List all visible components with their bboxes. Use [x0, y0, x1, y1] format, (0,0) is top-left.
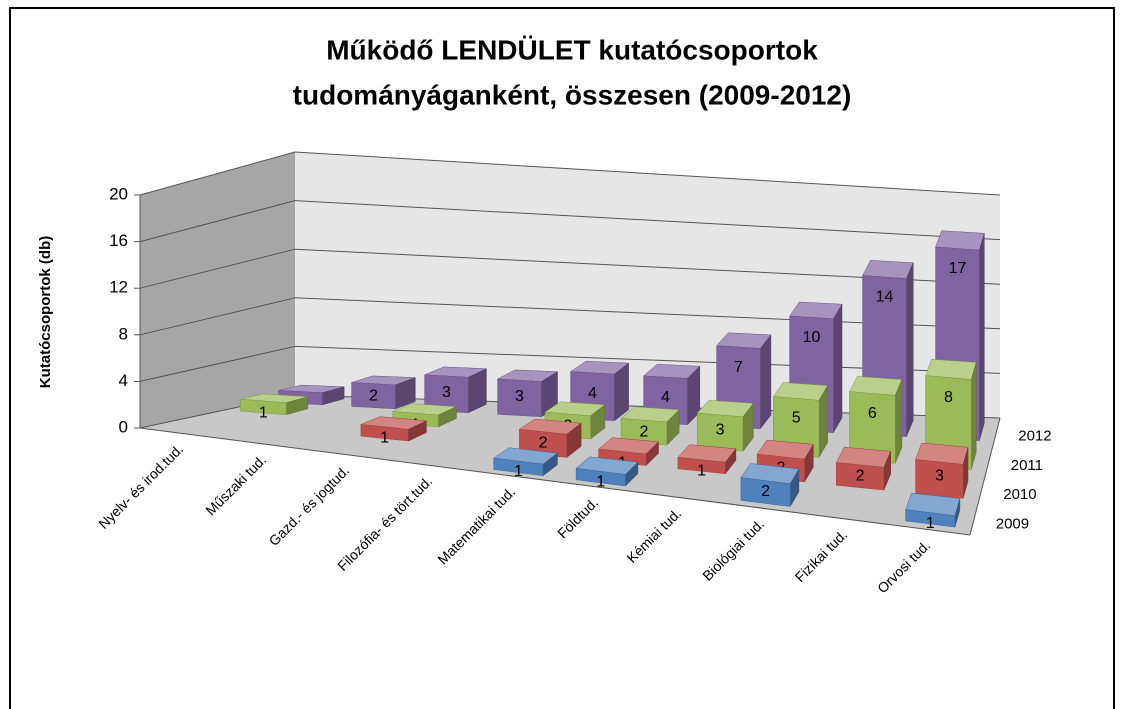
data-label: 10 [803, 329, 821, 346]
left-wall [140, 152, 295, 428]
data-label: 3 [442, 384, 451, 401]
x-tick-label: Matematikai tud. [434, 484, 518, 568]
bar-top [935, 230, 985, 251]
data-label: 2 [369, 388, 378, 405]
bar: 1 [677, 444, 737, 480]
bar-front [351, 382, 396, 410]
data-label: 4 [588, 385, 597, 402]
bar: 1 [240, 393, 309, 421]
bar: 3 [915, 442, 969, 499]
x-tick-label: Fizikai tud. [792, 526, 851, 585]
x-tick-label: Filozófia- és tört.tud. [334, 473, 435, 574]
bar-front [493, 457, 544, 476]
data-label: 14 [876, 289, 894, 306]
bar: 6 [849, 376, 903, 464]
data-label: 3 [935, 468, 944, 485]
data-label: 2 [539, 435, 548, 452]
bar-front [915, 459, 964, 499]
depth-label: 2010 [1003, 486, 1036, 503]
bar: 3 [696, 400, 754, 452]
data-label: 2 [856, 468, 865, 485]
data-label: 4 [661, 389, 670, 406]
data-label: 8 [944, 389, 953, 406]
depth-label: 2012 [1018, 428, 1051, 445]
bar-side [971, 362, 977, 470]
bar: 3 [496, 369, 559, 418]
bar-side [833, 303, 843, 434]
data-label: 1 [259, 404, 268, 421]
data-label: 1 [697, 463, 706, 480]
x-tick-label: Orvosi tud. [874, 537, 933, 596]
bar: 1 [575, 456, 639, 491]
bar-front [240, 398, 287, 415]
bar: 1 [493, 447, 559, 480]
bar-front [497, 378, 542, 417]
y-tick-label: 4 [119, 371, 128, 390]
bar-front [575, 468, 626, 487]
data-label: 1 [514, 463, 523, 480]
bar: 2 [620, 406, 680, 446]
data-label: 6 [868, 405, 877, 422]
chart-title: Működő LENDÜLET kutatócsoportok [326, 34, 818, 65]
data-label: 7 [734, 359, 743, 376]
bar-side [906, 262, 914, 437]
data-label: 3 [515, 388, 524, 405]
y-tick-label: 12 [109, 278, 128, 297]
depth-label: 2011 [1011, 457, 1043, 474]
y-tick-label: 0 [119, 417, 128, 436]
x-tick-label: Gazd.- és jogtud. [266, 462, 353, 549]
bar-front [905, 509, 956, 528]
data-label: 2 [639, 424, 648, 441]
y-axis-label: Kutatócsoportok (db) [37, 236, 54, 388]
data-label: 3 [716, 422, 725, 439]
bar-side [760, 334, 772, 430]
data-label: 1 [380, 430, 389, 447]
bar-front [740, 477, 791, 507]
bar-front [836, 462, 885, 491]
bar: 1 [360, 416, 428, 447]
y-tick-label: 20 [109, 184, 128, 203]
bar-front [677, 457, 726, 474]
grid-line [139, 151, 1001, 196]
bar: 3 [424, 366, 487, 414]
grid-line [139, 248, 1001, 289]
data-label: 17 [949, 260, 967, 277]
bar: 1 [597, 437, 660, 471]
x-tick-label: Biológiai tud. [699, 516, 767, 584]
x-tick-label: Földtud. [554, 494, 601, 541]
data-label: 5 [792, 410, 801, 427]
data-label: 1 [596, 474, 605, 491]
x-tick-label: Nyelv- és irod.tud. [95, 441, 186, 532]
x-tick-label: Kémiai tud. [623, 505, 684, 566]
depth-axis [969, 417, 1001, 536]
frame [9, 7, 1115, 709]
chart-subtitle: tudományáganként, összesen (2009-2012) [293, 79, 852, 110]
data-label: 1 [926, 515, 935, 532]
y-tick-label: 8 [119, 324, 128, 343]
grid-line [139, 200, 1001, 243]
bar-side [979, 233, 985, 441]
depth-label: 2009 [996, 515, 1029, 532]
bar: 2 [351, 375, 416, 410]
y-tick-label: 16 [109, 231, 128, 250]
data-label: 2 [761, 483, 770, 500]
bar: 2 [835, 446, 892, 491]
x-axis [139, 427, 971, 536]
bar: 2 [740, 463, 800, 508]
bar: 1 [905, 492, 961, 532]
bar-front [360, 424, 409, 442]
x-tick-label: Műszaki tud. [202, 452, 269, 519]
grid-line [139, 297, 1001, 336]
